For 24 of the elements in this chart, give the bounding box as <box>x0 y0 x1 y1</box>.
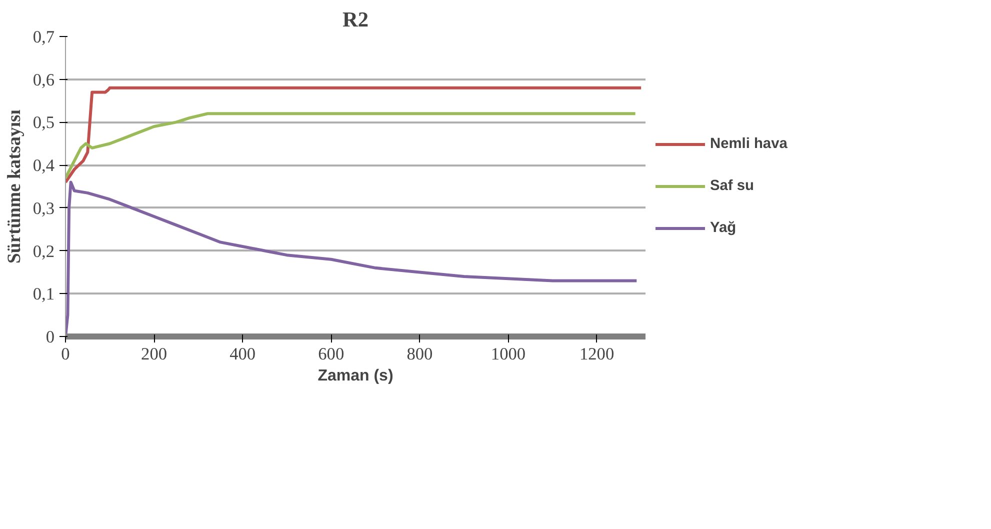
x-axis-title: Zaman (s) <box>318 368 394 384</box>
y-axis-title: Sürtünme katsayısı <box>4 110 25 264</box>
x-tick-label: 600 <box>318 344 344 364</box>
legend-label: Nemli hava <box>710 136 788 152</box>
y-tick-label: 0,7 <box>32 28 55 46</box>
line-series <box>66 112 637 180</box>
y-tick-label: 0,1 <box>32 284 55 304</box>
x-tick-label: 400 <box>230 344 256 364</box>
y-tick-label: 0,5 <box>32 113 55 132</box>
x-tick-label: 800 <box>406 344 433 364</box>
chart-title: R2 <box>342 8 369 32</box>
x-tick-label: 200 <box>141 344 168 364</box>
y-tick-label: 0,4 <box>32 156 55 176</box>
line-series <box>66 180 638 336</box>
line-series <box>66 86 643 184</box>
y-tick-label: 0,3 <box>32 198 55 218</box>
x-tick-label: 1000 <box>490 344 526 364</box>
legend-label: Yağ <box>710 220 736 236</box>
x-tick-label: 1200 <box>579 344 614 364</box>
x-tick-label: 0 <box>61 344 70 364</box>
legend-label: Saf su <box>710 178 754 194</box>
y-tick-label: 0 <box>46 328 55 346</box>
y-tick-label: 0,2 <box>32 242 55 261</box>
y-tick-label: 0,6 <box>32 70 55 90</box>
